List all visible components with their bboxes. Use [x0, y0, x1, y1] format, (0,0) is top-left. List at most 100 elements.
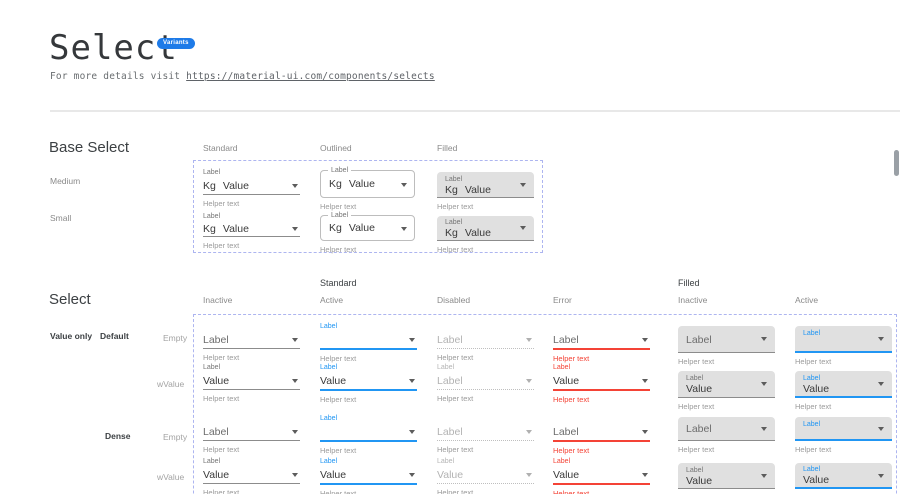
page-title: Select [49, 28, 178, 68]
dropdown-caret-icon [409, 430, 415, 434]
floating-label: Label [203, 169, 221, 176]
floating-label: Label [203, 213, 221, 220]
select-value: Value [686, 383, 713, 395]
floating-label: Label [320, 323, 338, 330]
base-row-medium: Medium [50, 176, 81, 186]
select-dense-disabled-wvalue: Label Value Helper text [437, 457, 534, 494]
helper-text: Helper text [437, 353, 474, 362]
row-group-value-only: Value only [50, 331, 93, 341]
floating-label: Label [320, 458, 338, 465]
base-outlined-small: Label Kg Value Helper text [320, 211, 415, 254]
docs-link[interactable]: https://material-ui.com/components/selec… [186, 71, 435, 82]
dropdown-caret-icon [642, 379, 648, 383]
select-value: Kg Value [329, 222, 375, 234]
helper-text: Helper text [203, 241, 240, 250]
select-control[interactable]: Value [553, 373, 650, 391]
state-active: Active [320, 295, 344, 305]
select-control[interactable]: Label [203, 424, 300, 441]
select-standard-active-empty: Label Helper text [320, 322, 417, 363]
dropdown-caret-icon [526, 430, 532, 434]
select-standard-inactive-empty: Label Helper text [203, 322, 300, 362]
floating-label: Label [320, 415, 338, 422]
select-control[interactable]: Label Value [795, 463, 892, 489]
helper-text: Helper text [320, 395, 357, 404]
select-control[interactable]: Label Kg Value [437, 216, 534, 241]
select-control[interactable]: Label [795, 326, 892, 353]
select-dense-disabled-empty: Label Helper text [437, 414, 534, 454]
select-control[interactable]: Label Value [678, 371, 775, 398]
select-control[interactable]: Label [437, 373, 534, 390]
floating-label: Label [320, 364, 338, 371]
select-control[interactable]: Value [203, 467, 300, 484]
select-control[interactable]: Value [320, 373, 417, 391]
dropdown-caret-icon [642, 473, 648, 477]
select-control[interactable]: Label Value [678, 463, 775, 489]
dropdown-caret-icon [292, 430, 298, 434]
select-filled-active-wvalue: Label Value Helper text [795, 371, 892, 411]
select-control[interactable]: Label [437, 424, 534, 441]
dropdown-caret-icon [292, 473, 298, 477]
floating-label: Label [803, 421, 821, 428]
row-variant-wvalue: wValue [157, 379, 185, 389]
group-standard: Standard [320, 278, 357, 288]
select-dense-filled-inactive-wvalue: Label Value Helper text [678, 463, 775, 494]
scrollbar-thumb[interactable] [894, 150, 899, 176]
floating-label: Label [328, 166, 352, 175]
state-disabled: Disabled [437, 295, 471, 305]
floating-label: Label [445, 175, 463, 183]
select-control[interactable]: Label [678, 326, 775, 353]
select-value: Value [803, 474, 830, 486]
select-frame [193, 314, 897, 494]
state-filled-active: Active [795, 295, 819, 305]
helper-text: Helper text [553, 354, 590, 363]
dropdown-caret-icon [878, 427, 884, 431]
select-filled-active-empty: Label Helper text [795, 326, 892, 366]
select-control[interactable]: Value [553, 467, 650, 485]
select-control[interactable] [320, 424, 417, 442]
select-control[interactable]: Value [203, 373, 300, 390]
select-control[interactable]: Label Value [795, 371, 892, 398]
dropdown-caret-icon [761, 427, 767, 431]
helper-text: Helper text [320, 446, 357, 455]
dropdown-caret-icon [292, 184, 298, 188]
helper-text: Helper text [437, 488, 474, 494]
floating-label: Label [803, 330, 821, 337]
select-value: Value [203, 469, 230, 481]
select-dense-filled-inactive-empty: Label Helper text [678, 417, 775, 454]
select-control[interactable]: Label [553, 332, 650, 350]
floating-label: Label [803, 374, 821, 382]
select-standard-active-wvalue: Label Value Helper text [320, 363, 417, 404]
select-value: Label [437, 426, 463, 438]
select-control[interactable]: Label [678, 417, 775, 441]
select-control[interactable]: Value [320, 467, 417, 485]
row-variant-empty: Empty [163, 432, 188, 442]
select-control[interactable]: Label [795, 417, 892, 441]
select-control[interactable]: Kg Value [203, 178, 300, 195]
base-row-small: Small [50, 213, 72, 223]
base-filled-small: Label Kg Value Helper text [437, 216, 534, 254]
floating-label: Label [437, 364, 455, 371]
helper-text: Helper text [553, 395, 590, 404]
dropdown-caret-icon [761, 474, 767, 478]
helper-text: Helper text [437, 445, 474, 454]
floating-label: Label [203, 364, 221, 371]
select-value: Value [437, 469, 464, 481]
select-control[interactable]: Label Kg Value [437, 172, 534, 198]
select-value: Value [320, 469, 347, 481]
select-control[interactable] [320, 332, 417, 350]
helper-text: Helper text [795, 445, 832, 454]
select-control[interactable]: Label [203, 332, 300, 349]
select-control[interactable]: Label [437, 332, 534, 349]
dropdown-caret-icon [520, 183, 526, 187]
select-control[interactable]: Label [553, 424, 650, 442]
helper-text: Helper text [678, 402, 715, 411]
floating-label: Label [553, 458, 571, 465]
select-control[interactable]: Value [437, 467, 534, 484]
group-filled: Filled [678, 278, 700, 288]
state-error: Error [553, 295, 572, 305]
select-dense-filled-active-empty: Label Helper text [795, 417, 892, 454]
select-control[interactable]: Kg Value [203, 222, 300, 237]
select-control[interactable]: Label Kg Value [320, 166, 415, 198]
select-control[interactable]: Label Kg Value [320, 211, 415, 241]
